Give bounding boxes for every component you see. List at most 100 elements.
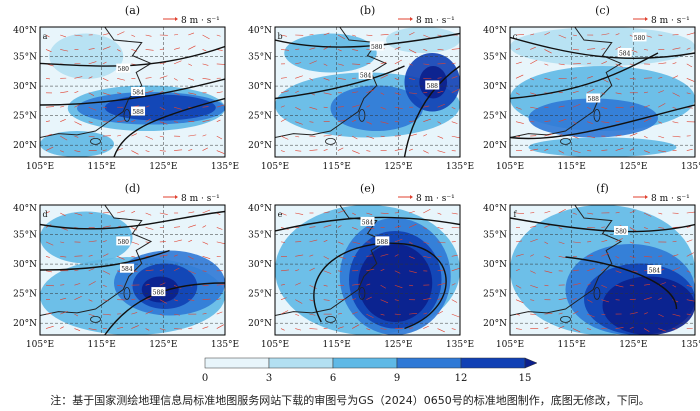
wind-vector: [45, 133, 52, 137]
wind-vector: [216, 63, 225, 65]
wind-vector: [173, 254, 178, 257]
wind-vector: [587, 75, 593, 79]
lon-tick-label: 125°E: [384, 162, 412, 172]
wind-vector: [601, 284, 607, 288]
wind-vector: [672, 328, 677, 330]
wind-vector: [408, 270, 417, 274]
wind-vector: [601, 61, 607, 65]
wind-vector: [145, 105, 150, 108]
wind-vector: [295, 62, 302, 65]
wind-vector: [74, 121, 82, 126]
wind-vector: [380, 299, 389, 304]
wind-vector: [587, 299, 593, 303]
lon-tick-label: 125°E: [384, 340, 412, 350]
wind-vector: [74, 91, 79, 94]
wind-vector: [544, 49, 552, 54]
wind-vector: [131, 298, 136, 300]
wind-vector: [323, 224, 332, 228]
wind-vector: [423, 312, 428, 315]
hainan-outline: [325, 137, 336, 145]
wind-vector: [323, 134, 332, 137]
lat-tick-label: 40°N: [483, 26, 507, 36]
wind-vector: [323, 78, 330, 81]
height-contour: [275, 65, 405, 100]
wind-vector: [216, 104, 225, 108]
wind-vector: [515, 106, 522, 110]
hainan-outline: [325, 315, 336, 323]
wind-vector: [202, 209, 211, 214]
wind-vector: [366, 268, 375, 272]
wind-vector: [352, 91, 359, 94]
wind-vector: [131, 312, 138, 315]
wind-vector: [451, 268, 460, 272]
wind-vector: [159, 106, 166, 111]
height-contour: [313, 242, 447, 330]
wind-vector: [216, 241, 225, 244]
wind-vector: [216, 311, 223, 315]
taiwan-outline: [593, 286, 601, 300]
wind-vector: [280, 297, 287, 300]
lon-tick-label: 115°E: [558, 162, 586, 172]
wind-vector: [174, 226, 181, 228]
wind-vector: [117, 256, 125, 260]
wind-vector: [74, 328, 81, 331]
wind-vector: [159, 75, 168, 79]
wind-vector: [672, 92, 680, 97]
wind-vector: [530, 225, 537, 228]
shaded-region: [40, 211, 133, 264]
wind-vector: [323, 284, 328, 287]
wind-vector: [309, 47, 316, 50]
wind-vector: [408, 63, 413, 66]
wind-vector: [380, 34, 389, 36]
contour-label: 584: [132, 90, 144, 97]
lon-tick-label: 115°E: [88, 162, 116, 172]
wind-vector: [60, 241, 65, 244]
lon-tick-label: 105°E: [261, 340, 289, 350]
wind-vector: [437, 328, 445, 333]
wind-vector: [658, 77, 663, 79]
reference-vector-label: 8 m · s⁻¹: [181, 16, 220, 26]
panel-b: 580 584 588 b (b) 8 m · s⁻¹ 40°N 35°N 30°N 25°N 20…: [248, 4, 474, 172]
wind-vector: [530, 78, 535, 81]
lat-tick-label: 35°N: [248, 53, 272, 63]
wind-vector: [202, 119, 211, 122]
wind-vector: [216, 283, 225, 286]
wind-vector: [530, 59, 538, 65]
wind-vector: [188, 256, 194, 260]
panel-title: (f): [596, 182, 609, 195]
colorbar-tick-label: 3: [266, 373, 272, 384]
wind-vector: [216, 135, 223, 140]
wind-vector: [515, 48, 520, 50]
wind-vector: [629, 78, 636, 80]
wind-vector: [337, 209, 346, 214]
panel-map-area: 580 584 588: [40, 205, 225, 335]
wind-vector: [102, 46, 111, 50]
lat-tick-label: 40°N: [13, 26, 37, 36]
lat-tick-label: 30°N: [248, 82, 272, 92]
wind-vector: [530, 106, 539, 109]
wind-vector: [102, 33, 109, 36]
wind-vector: [117, 210, 125, 214]
wind-vector: [188, 45, 196, 50]
wind-vector: [686, 284, 693, 288]
wind-vector: [352, 324, 360, 329]
wind-vector: [530, 284, 538, 289]
contour-label: 584: [619, 51, 631, 58]
wind-vector: [159, 299, 167, 304]
wind-vector: [558, 297, 567, 300]
wind-vector: [451, 62, 456, 65]
taiwan-outline: [358, 286, 366, 300]
wind-vector: [380, 284, 386, 289]
wind-vector: [173, 60, 182, 65]
panel-inset-letter: e: [278, 210, 283, 219]
wind-vector: [88, 106, 97, 111]
wind-vector: [45, 241, 54, 246]
wind-vector: [202, 34, 210, 40]
wind-vector: [202, 298, 211, 300]
panel-frame: [39, 204, 226, 336]
wind-vector: [74, 283, 81, 286]
wind-vector: [309, 299, 314, 302]
panel-c: 580 584 588 c (c) 8 m · s⁻¹ 40°N 35°N 30°N 25°N 20…: [483, 4, 700, 172]
colorbar-segment: [460, 357, 526, 369]
wind-vector: [74, 269, 79, 272]
